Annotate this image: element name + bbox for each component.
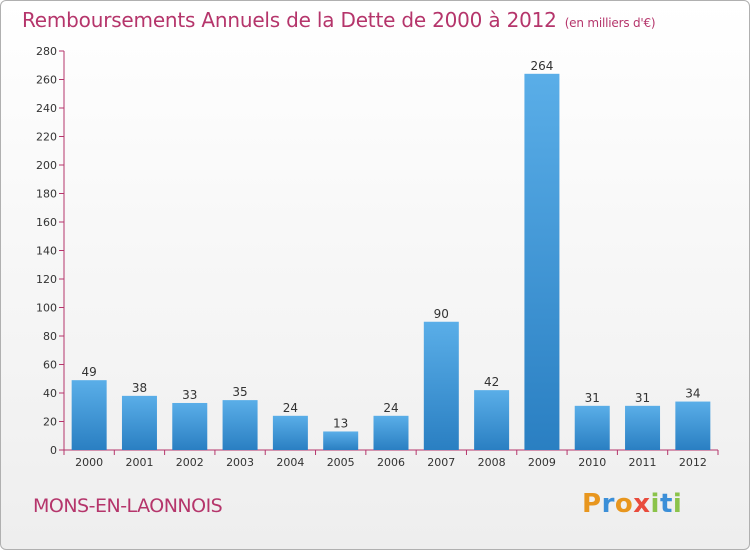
- bar-2000: [71, 380, 107, 450]
- value-label-2002: 33: [182, 388, 197, 402]
- y-tick-label: 160: [36, 216, 57, 229]
- x-tick-label: 2004: [276, 456, 304, 469]
- x-tick-label: 2008: [478, 456, 506, 469]
- logo-letter: r: [601, 489, 615, 519]
- value-label-2012: 34: [685, 387, 700, 401]
- bar-2004: [272, 415, 308, 450]
- x-axis: 2000 2001 2002 2003 2004 2005 2006 2007 2008 2009…: [63, 449, 719, 469]
- bar-2010: [574, 405, 610, 450]
- commune-name: MONS-EN-LAONNOIS: [33, 495, 223, 517]
- y-tick-label: 40: [43, 387, 57, 400]
- value-label-2006: 24: [383, 401, 398, 415]
- x-tick-label: 2000: [75, 456, 103, 469]
- value-label-2003: 35: [232, 385, 247, 399]
- y-tick-label: 200: [36, 159, 57, 172]
- logo-letter: o: [614, 489, 634, 519]
- bar-2012: [675, 401, 711, 450]
- x-tick-label: 2007: [427, 456, 455, 469]
- bar-2003: [222, 400, 258, 450]
- y-tick-label: 260: [36, 74, 57, 87]
- x-tick-label: 2003: [226, 456, 254, 469]
- bar-2008: [474, 390, 510, 450]
- chart-title: Remboursements Annuels de la Dette de 20…: [22, 8, 656, 32]
- y-tick-label: 20: [43, 416, 57, 429]
- bar-2006: [373, 415, 409, 450]
- logo-letter: t: [659, 489, 673, 519]
- x-tick-label: 2006: [377, 456, 405, 469]
- bar-2009: [524, 73, 560, 451]
- y-tick-label: 80: [43, 330, 57, 343]
- value-label-2011: 31: [635, 391, 650, 405]
- value-label-2005: 13: [333, 416, 348, 430]
- value-label-2009: 264: [530, 59, 553, 73]
- x-tick-label: 2001: [125, 456, 153, 469]
- x-tick-label: 2009: [528, 456, 556, 469]
- title-text: Remboursements Annuels de la Dette de 20…: [22, 8, 557, 32]
- value-label-2007: 90: [434, 307, 449, 321]
- value-label-2004: 24: [283, 401, 298, 415]
- value-label-2000: 49: [82, 365, 97, 379]
- x-tick-label: 2012: [679, 456, 707, 469]
- logo-letter: P: [582, 489, 602, 519]
- y-tick-label: 100: [36, 302, 57, 315]
- bar-2011: [625, 405, 661, 450]
- logo-letter: i: [650, 489, 660, 519]
- x-tick-label: 2011: [629, 456, 657, 469]
- logo-letter: i: [672, 489, 683, 519]
- value-label-2008: 42: [484, 375, 499, 389]
- bar-2002: [172, 402, 208, 450]
- logo-letter: x: [633, 489, 651, 519]
- y-tick-label: 220: [36, 131, 57, 144]
- y-tick-label: 280: [36, 45, 57, 58]
- y-tick-label: 240: [36, 102, 57, 115]
- bar-2007: [423, 321, 459, 450]
- bar-2005: [323, 431, 359, 450]
- y-tick-label: 120: [36, 273, 57, 286]
- title-unit: (en milliers d'€): [564, 16, 656, 30]
- x-tick-label: 2002: [176, 456, 204, 469]
- y-tick-label: 0: [50, 444, 57, 457]
- bar-2001: [121, 395, 157, 450]
- proxiti-logo: Proxiti: [582, 489, 682, 519]
- value-label-2001: 38: [132, 381, 147, 395]
- y-tick-label: 60: [43, 359, 57, 372]
- y-tick-label: 180: [36, 188, 57, 201]
- y-axis: 0 20 40 60 80 100 120 140 160 180 200 220 240 260 280: [36, 45, 65, 457]
- y-tick-label: 140: [36, 245, 57, 258]
- value-label-2010: 31: [585, 391, 600, 405]
- x-tick-label: 2010: [578, 456, 606, 469]
- bars: 49 38 33 35 24 13 24 90 42 264 31 31 34: [71, 59, 711, 451]
- x-tick-label: 2005: [327, 456, 355, 469]
